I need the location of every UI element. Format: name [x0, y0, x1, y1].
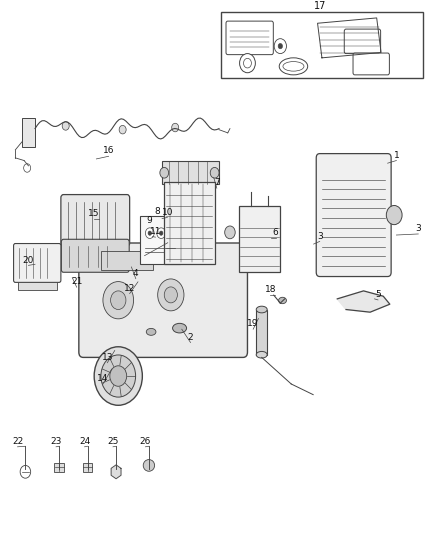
Text: 23: 23 [50, 437, 62, 446]
Text: 26: 26 [140, 437, 151, 446]
Text: 13: 13 [102, 353, 113, 362]
Circle shape [157, 228, 166, 238]
Bar [140, 216, 180, 264]
Polygon shape [337, 291, 390, 312]
Circle shape [386, 206, 402, 224]
Bar [18, 282, 57, 290]
Circle shape [110, 366, 127, 386]
Circle shape [278, 44, 283, 49]
Circle shape [244, 58, 251, 68]
Circle shape [101, 355, 136, 397]
Text: 25: 25 [107, 437, 119, 446]
Text: 6: 6 [272, 228, 279, 237]
Circle shape [274, 39, 286, 54]
Text: 20: 20 [23, 255, 34, 264]
Ellipse shape [279, 58, 308, 75]
Circle shape [110, 291, 126, 310]
Ellipse shape [279, 297, 286, 304]
Text: 12: 12 [124, 284, 135, 293]
Text: 19: 19 [247, 319, 259, 328]
Ellipse shape [256, 306, 267, 313]
Bar [22, 118, 35, 147]
Ellipse shape [283, 61, 304, 71]
Text: 3: 3 [317, 231, 323, 240]
Circle shape [172, 123, 179, 132]
Circle shape [159, 231, 163, 235]
Circle shape [164, 287, 177, 303]
Circle shape [210, 167, 219, 178]
Text: 8: 8 [154, 207, 160, 215]
FancyBboxPatch shape [61, 195, 130, 246]
Text: 9: 9 [146, 216, 152, 224]
Circle shape [62, 122, 69, 130]
Circle shape [94, 347, 142, 405]
Text: 15: 15 [88, 209, 100, 218]
Circle shape [145, 228, 154, 238]
Ellipse shape [143, 459, 155, 471]
FancyBboxPatch shape [226, 21, 273, 55]
Bar [83, 463, 92, 472]
Circle shape [225, 226, 235, 239]
FancyBboxPatch shape [14, 244, 61, 282]
Circle shape [103, 281, 134, 319]
Bar [221, 12, 423, 78]
Bar [162, 160, 219, 184]
Polygon shape [111, 465, 121, 479]
Text: 14: 14 [97, 374, 109, 383]
Text: 1: 1 [393, 151, 399, 160]
Text: 16: 16 [103, 147, 114, 156]
Text: 24: 24 [79, 437, 90, 446]
Text: 4: 4 [133, 269, 138, 278]
Circle shape [119, 125, 126, 134]
Circle shape [148, 231, 152, 235]
Text: 7: 7 [214, 179, 220, 188]
Text: 18: 18 [265, 285, 276, 294]
Text: 21: 21 [71, 277, 82, 286]
Circle shape [240, 54, 255, 72]
Text: 10: 10 [162, 208, 173, 216]
Text: 22: 22 [12, 437, 23, 446]
Bar [101, 251, 153, 270]
FancyBboxPatch shape [79, 243, 247, 358]
Bar [164, 182, 215, 264]
Circle shape [24, 164, 31, 172]
Circle shape [20, 465, 31, 478]
Circle shape [158, 279, 184, 311]
FancyBboxPatch shape [316, 154, 391, 277]
Bar [54, 463, 64, 472]
Circle shape [160, 167, 169, 178]
Circle shape [146, 462, 152, 469]
Bar [256, 310, 267, 355]
Ellipse shape [146, 328, 156, 335]
Text: 3: 3 [415, 224, 421, 233]
Ellipse shape [173, 324, 187, 333]
FancyBboxPatch shape [344, 29, 381, 54]
FancyBboxPatch shape [353, 53, 389, 75]
Text: 5: 5 [375, 290, 381, 299]
Ellipse shape [256, 351, 267, 358]
FancyBboxPatch shape [61, 239, 129, 272]
Text: 2: 2 [188, 333, 193, 342]
Bar [239, 206, 280, 272]
Text: 11: 11 [150, 228, 161, 236]
Text: 17: 17 [314, 1, 326, 11]
